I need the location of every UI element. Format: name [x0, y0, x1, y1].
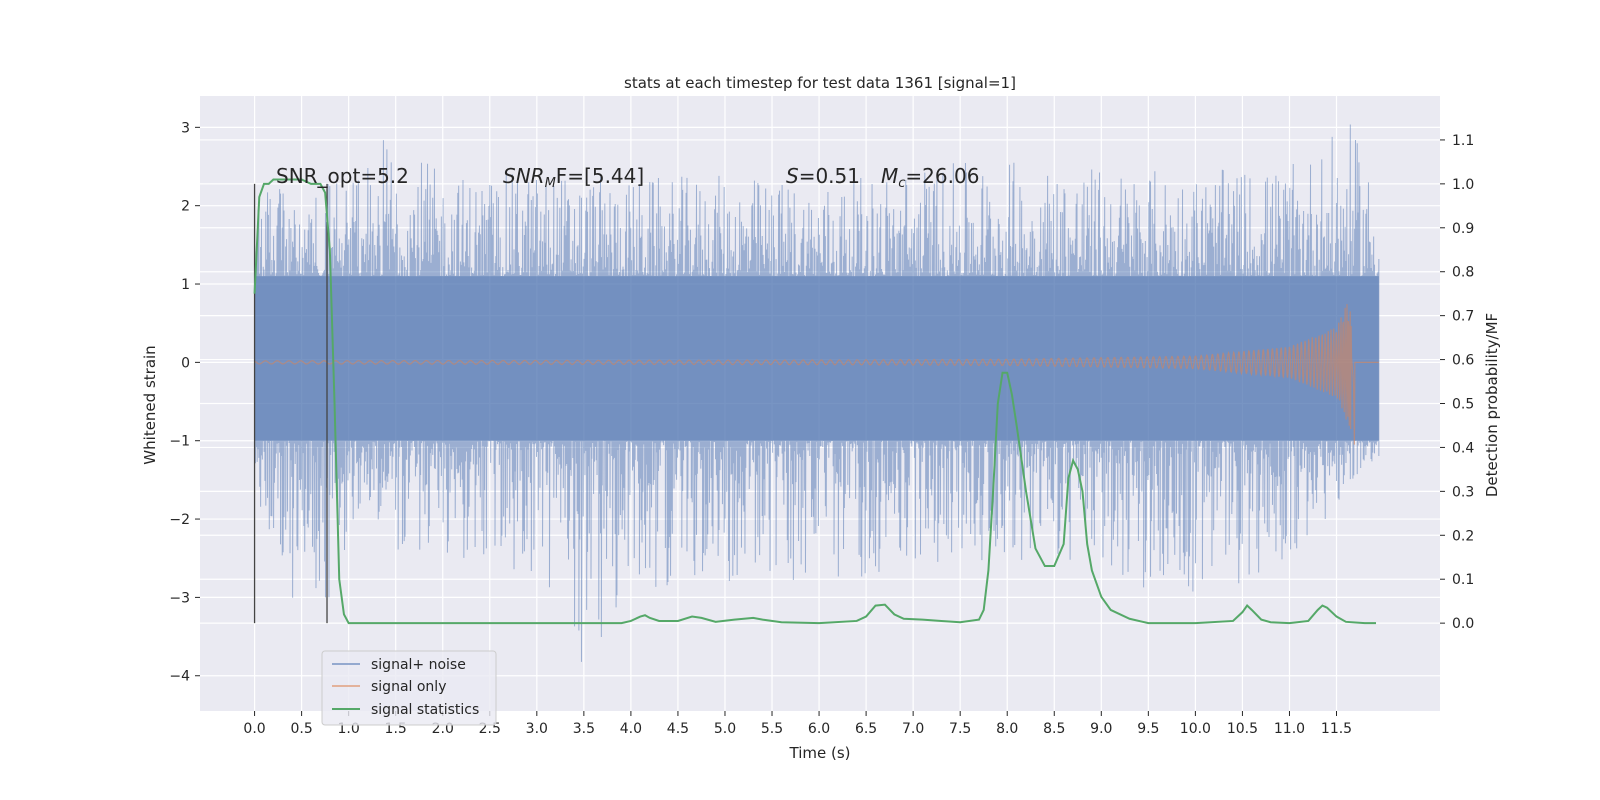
y-right-tick-label: 0.2	[1452, 528, 1474, 544]
y-right-tick-label: 0.3	[1452, 484, 1474, 500]
chart-title: stats at each timestep for test data 136…	[624, 74, 1016, 92]
y-tick-label: 0	[181, 355, 190, 371]
x-tick-label: 7.5	[949, 721, 971, 737]
y-axis-label: Whitened strain	[141, 345, 159, 464]
y-right-tick-label: 0.5	[1452, 397, 1474, 413]
legend: signal+ noise signal only signal statist…	[321, 650, 497, 726]
annotation-snr-opt: SNR_opt=5.2	[276, 164, 409, 188]
x-tick-label: 11.0	[1274, 721, 1305, 737]
y-right-tick-label: 0.8	[1452, 265, 1474, 281]
y-right-tick-label: 0.0	[1452, 616, 1474, 632]
annotation-s-main: S	[786, 164, 799, 188]
annotation-snr-mf-sub: M	[545, 176, 556, 191]
y-tick-label: 1	[181, 277, 190, 293]
x-tick-label: 8.5	[1043, 721, 1065, 737]
x-tick-label: 5.0	[714, 721, 736, 737]
x-tick-label: 8.0	[996, 721, 1018, 737]
annotation-s-rest: =0.51	[799, 164, 860, 188]
x-tick-label: 5.5	[761, 721, 783, 737]
y-right-tick-label: 0.9	[1452, 221, 1474, 237]
y-tick-label: 2	[181, 199, 190, 215]
x-tick-label: 0.0	[243, 721, 265, 737]
series-signal-only	[254, 304, 1379, 445]
series-signal-noise-core	[254, 276, 1379, 441]
annotation-s: S=0.51	[786, 164, 860, 188]
x-tick-label: 3.0	[526, 721, 548, 737]
y-right-tick-label: 0.4	[1452, 440, 1474, 456]
series-signal-statistics	[253, 178, 1377, 625]
x-tick-label: 10.0	[1180, 721, 1211, 737]
legend-label-noise: signal+ noise	[371, 657, 466, 673]
annotation-mc-rest: =26.06	[905, 164, 979, 188]
y-tick-label: −3	[169, 590, 190, 606]
x-axis-label: Time (s)	[789, 744, 851, 762]
y-axis-right-ticks: 0.0 0.1 0.2 0.3 0.4 0.5 0.6 0.7 0.8 0.9 1.0 1.1	[1440, 133, 1474, 632]
y-right-tick-label: 1.0	[1452, 177, 1474, 193]
x-tick-label: 4.5	[667, 721, 689, 737]
y-tick-label: −2	[169, 512, 190, 528]
annotation-mc-sub: c	[898, 176, 905, 191]
legend-box	[321, 650, 497, 726]
y-axis-ticks: −4 −3 −2 −1 0 1 2 3	[169, 120, 200, 685]
y-tick-label: −1	[169, 434, 190, 450]
x-tick-label: 9.5	[1137, 721, 1159, 737]
y-tick-label: −4	[169, 669, 190, 685]
x-tick-label: 0.5	[290, 721, 312, 737]
x-tick-label: 4.0	[620, 721, 642, 737]
legend-label-signal: signal only	[371, 679, 446, 695]
x-tick-label: 3.5	[573, 721, 595, 737]
series-signal-noise	[254, 124, 1380, 662]
vertical-markers	[253, 183, 328, 624]
x-tick-label: 6.5	[855, 721, 877, 737]
y-right-tick-label: 1.1	[1452, 133, 1474, 149]
y-right-tick-label: 0.1	[1452, 572, 1474, 588]
y-axis-right-label: Detection probability/MF	[1483, 313, 1501, 497]
legend-label-stats: signal statistics	[371, 702, 479, 718]
x-tick-label: 10.5	[1227, 721, 1258, 737]
x-tick-label: 7.0	[902, 721, 924, 737]
annotation-snr-mf-main: SNR	[503, 164, 545, 188]
annotation-snr-mf-rest: F=[5.44]	[556, 164, 644, 188]
series-signal-statistics-line	[253, 178, 1377, 625]
x-tick-label: 9.0	[1090, 721, 1112, 737]
x-tick-label: 11.5	[1321, 721, 1352, 737]
annotation-snr-mf: SNRMF=[5.44]	[503, 164, 644, 191]
annotation-mc-main: M	[881, 164, 898, 188]
y-tick-label: 3	[181, 120, 190, 136]
x-axis-ticks: 0.0 0.5 1.0 1.5 2.0 2.5 3.0 3.5 4.0 4.5 5.0 5.5 6.0 6…	[243, 711, 1352, 737]
x-tick-label: 6.0	[808, 721, 830, 737]
y-right-tick-label: 0.7	[1452, 309, 1474, 325]
series-signal-only-trace	[254, 304, 1379, 445]
y-right-tick-label: 0.6	[1452, 353, 1474, 369]
annotation-mc: Mc=26.06	[881, 164, 979, 191]
